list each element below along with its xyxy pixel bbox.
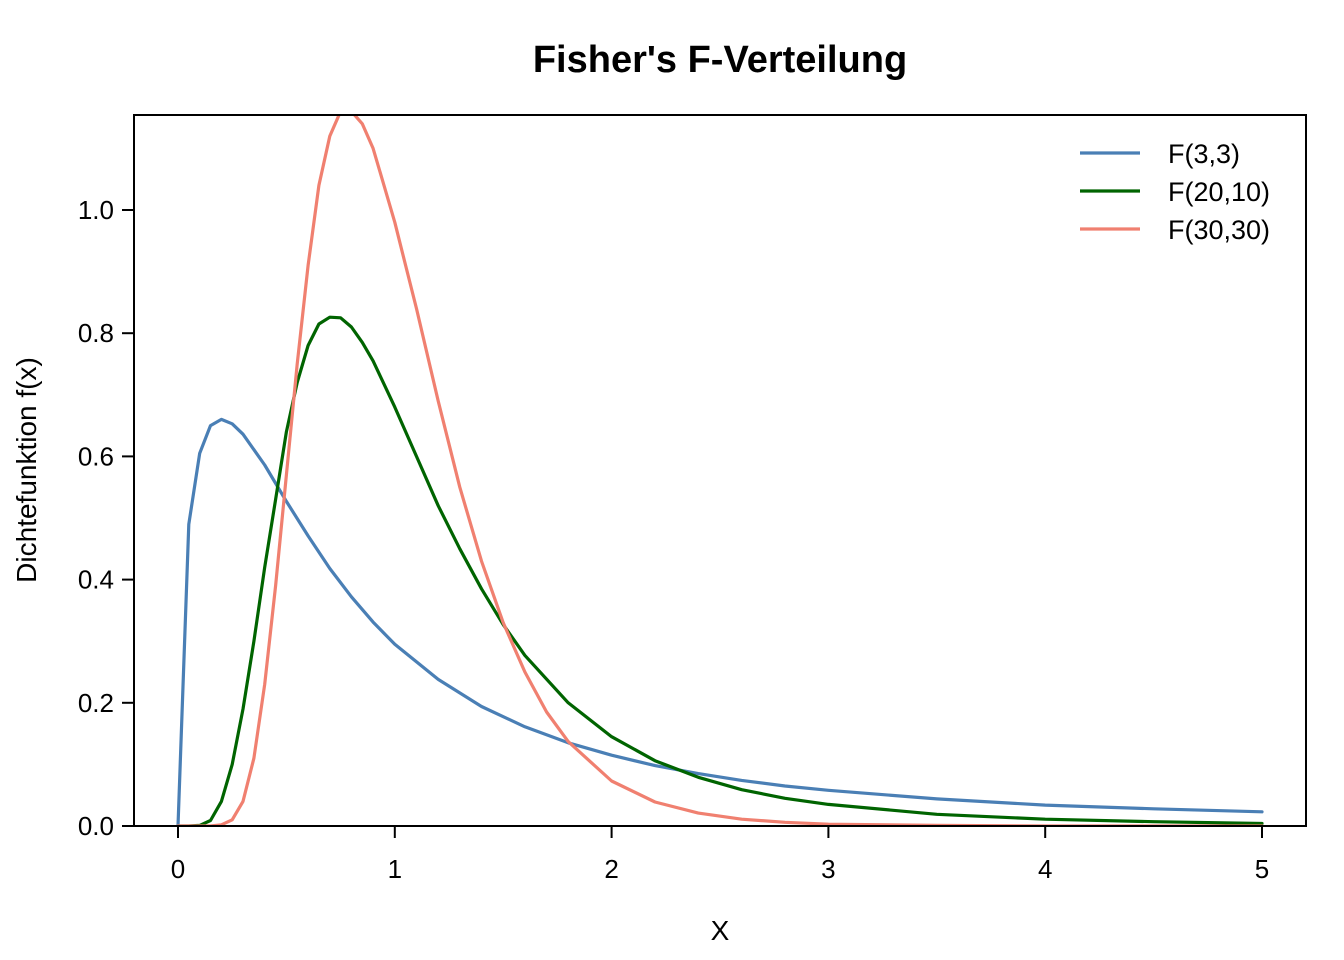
series-line-1	[176, 417, 1264, 826]
y-tick-label: 1.0	[78, 195, 114, 225]
legend: F(3,3) F(20,10) F(30,30)	[1080, 139, 1270, 245]
series-line-2	[176, 315, 1264, 826]
y-tick-label: 0.6	[78, 441, 114, 471]
chart-title: Fisher's F-Verteilung	[533, 39, 907, 81]
y-tick-label: 0.4	[78, 565, 114, 595]
y-tick-label: 0.8	[78, 318, 114, 348]
plot-frame	[133, 114, 1307, 827]
legend-label: F(20,10)	[1168, 177, 1270, 207]
series-line-3	[176, 115, 1264, 826]
x-tick-label: 1	[388, 854, 402, 884]
y-axis: 0.0 0.2 0.4 0.6 0.8 1.0	[78, 195, 134, 841]
y-tick-label: 0.0	[78, 811, 114, 841]
series-layer	[176, 115, 1264, 826]
x-tick-label: 3	[821, 854, 835, 884]
legend-label: F(30,30)	[1168, 215, 1270, 245]
legend-label: F(3,3)	[1168, 139, 1240, 169]
x-axis-label: X	[711, 915, 730, 946]
x-tick-label: 2	[604, 854, 618, 884]
y-tick-label: 0.2	[78, 688, 114, 718]
x-tick-label: 5	[1255, 854, 1269, 884]
x-tick-label: 4	[1038, 854, 1052, 884]
x-axis: 0 1 2 3 4 5	[171, 826, 1269, 884]
x-tick-label: 0	[171, 854, 185, 884]
y-axis-label: Dichtefunktion f(x)	[11, 357, 42, 583]
